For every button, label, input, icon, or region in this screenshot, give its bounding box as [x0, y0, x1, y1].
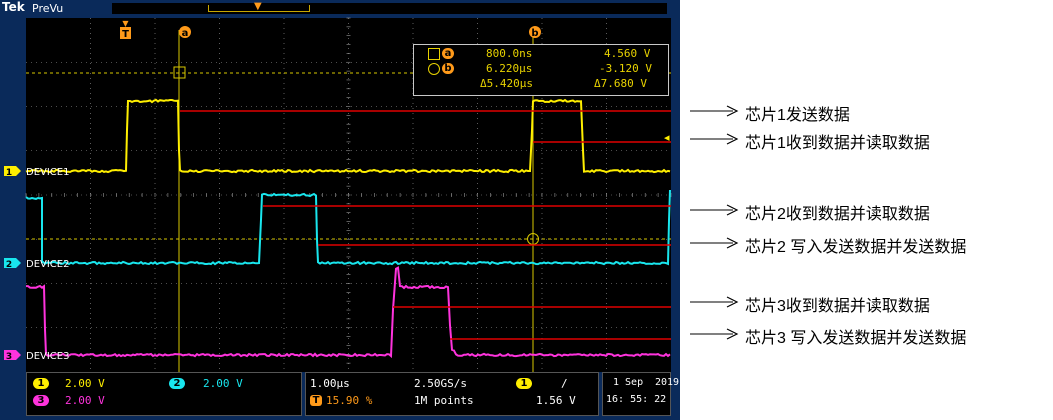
annotation-label: 芯片3 写入发送数据并发送数据	[745, 324, 966, 348]
annotation-label: 芯片1发送数据	[745, 101, 850, 125]
annotation-label: 芯片2 写入发送数据并发送数据	[745, 233, 966, 257]
annotation-label: 芯片3收到数据并读取数据	[745, 292, 930, 316]
annotation-label: 芯片2收到数据并读取数据	[745, 200, 930, 224]
annotation-label: 芯片1收到数据并读取数据	[745, 129, 930, 153]
